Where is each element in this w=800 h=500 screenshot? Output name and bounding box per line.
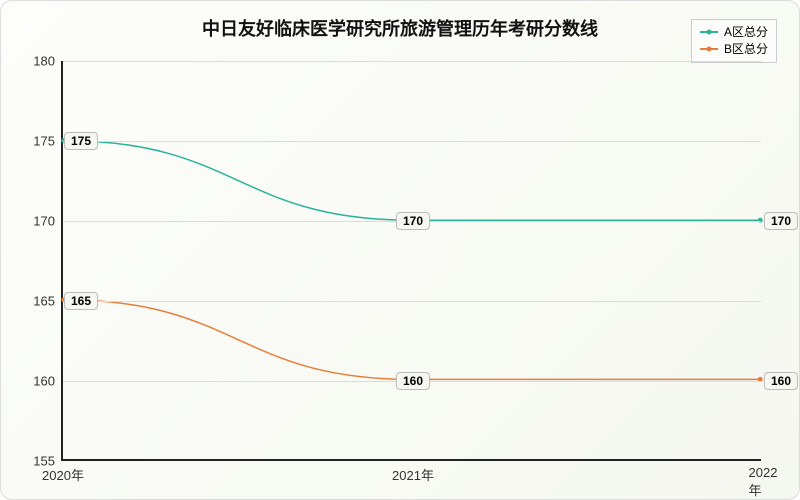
chart-container: 中日友好临床医学研究所旅游管理历年考研分数线 A区总分 B区总分 1551601… [0, 0, 800, 500]
y-tick-label: 165 [33, 294, 63, 309]
x-tick-label: 2022年 [749, 459, 778, 499]
legend-item-a: A区总分 [700, 24, 768, 41]
y-tick-label: 175 [33, 134, 63, 149]
plot-area: 1551601651701751802020年2021年2022年1751701… [61, 61, 761, 461]
legend-label-b: B区总分 [724, 41, 768, 58]
chart-title: 中日友好临床医学研究所旅游管理历年考研分数线 [1, 15, 799, 41]
legend-swatch-b [700, 48, 718, 50]
data-label: 170 [764, 212, 798, 230]
y-tick-label: 170 [33, 214, 63, 229]
series-line [64, 300, 761, 380]
y-tick-label: 180 [33, 54, 63, 69]
gridline [63, 61, 761, 62]
legend-swatch-a [700, 31, 718, 33]
legend: A区总分 B区总分 [691, 19, 777, 63]
legend-item-b: B区总分 [700, 41, 768, 58]
series-line [64, 141, 761, 221]
data-label: 160 [764, 372, 798, 390]
data-label: 165 [64, 292, 98, 310]
data-label: 160 [396, 372, 430, 390]
gridline [63, 301, 761, 302]
data-label: 170 [396, 212, 430, 230]
legend-label-a: A区总分 [724, 24, 768, 41]
x-tick-label: 2020年 [42, 459, 84, 484]
x-tick-label: 2021年 [392, 459, 434, 484]
chart-lines-svg [63, 61, 761, 459]
data-label: 175 [64, 132, 98, 150]
gridline [63, 141, 761, 142]
y-tick-label: 160 [33, 374, 63, 389]
